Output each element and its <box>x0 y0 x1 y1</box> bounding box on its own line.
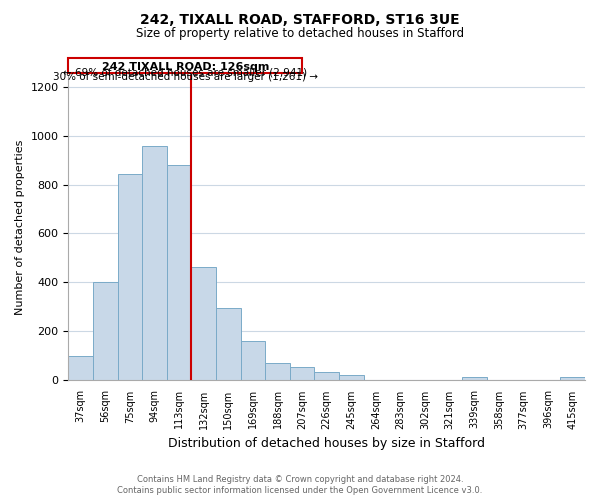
Bar <box>314 372 339 380</box>
Bar <box>290 368 314 380</box>
Bar <box>216 308 241 380</box>
Bar <box>265 362 290 380</box>
Bar <box>339 374 364 380</box>
Bar <box>560 377 585 380</box>
Bar <box>93 282 118 380</box>
Text: Contains public sector information licensed under the Open Government Licence v3: Contains public sector information licen… <box>118 486 482 495</box>
Bar <box>241 340 265 380</box>
Bar <box>68 356 93 380</box>
Bar <box>142 146 167 380</box>
Bar <box>462 377 487 380</box>
Bar <box>167 165 191 380</box>
Text: 30% of semi-detached houses are larger (1,261) →: 30% of semi-detached houses are larger (… <box>53 72 318 82</box>
Bar <box>191 268 216 380</box>
Bar <box>118 174 142 380</box>
Text: Contains HM Land Registry data © Crown copyright and database right 2024.: Contains HM Land Registry data © Crown c… <box>137 475 463 484</box>
Y-axis label: Number of detached properties: Number of detached properties <box>15 140 25 315</box>
X-axis label: Distribution of detached houses by size in Stafford: Distribution of detached houses by size … <box>168 437 485 450</box>
Text: Size of property relative to detached houses in Stafford: Size of property relative to detached ho… <box>136 28 464 40</box>
Text: 242, TIXALL ROAD, STAFFORD, ST16 3UE: 242, TIXALL ROAD, STAFFORD, ST16 3UE <box>140 12 460 26</box>
Text: 242 TIXALL ROAD: 126sqm: 242 TIXALL ROAD: 126sqm <box>101 62 269 72</box>
Text: ← 69% of detached houses are smaller (2,941): ← 69% of detached houses are smaller (2,… <box>63 67 307 77</box>
